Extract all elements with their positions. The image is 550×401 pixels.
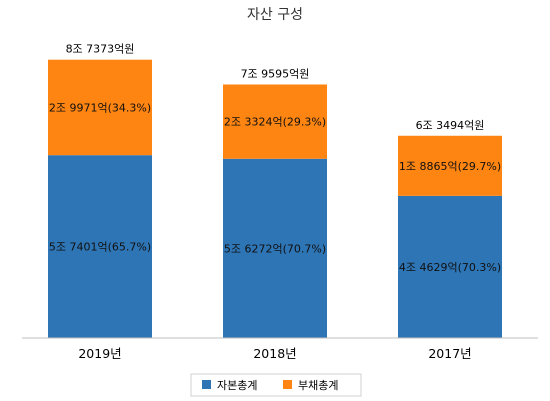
segment-label: 2조 9971억(34.3%)	[49, 101, 151, 114]
x-tick-label: 2019년	[78, 346, 121, 361]
legend-swatch-equity	[202, 380, 211, 389]
total-label: 8조 7373억원	[66, 43, 135, 56]
legend: 자본총계 부채총계	[202, 379, 338, 392]
total-label: 7조 9595억원	[241, 67, 310, 80]
bar-segment-equity-0	[48, 155, 152, 338]
bar-segment-equity-1	[223, 158, 327, 338]
segment-label: 4조 4629억(70.3%)	[399, 261, 501, 274]
bars-layer: 5조 7401억(65.7%) 2조 9971억(34.3%) 8조 7373억원 5…	[48, 43, 502, 338]
bar-segment-liabilities-1	[223, 84, 327, 159]
bar-segment-equity-2	[398, 195, 502, 338]
segment-label: 5조 6272억(70.7%)	[224, 242, 326, 255]
x-tick-label: 2017년	[428, 346, 471, 361]
legend-label: 부채총계	[298, 379, 338, 392]
segment-label: 1조 8865억(29.7%)	[399, 160, 501, 173]
legend-box	[190, 373, 362, 397]
bar-segment-liabilities-0	[48, 59, 152, 156]
legend-label: 자본총계	[217, 379, 257, 392]
segment-label: 5조 7401억(65.7%)	[49, 241, 151, 254]
legend-swatch-liabilities	[283, 380, 292, 389]
segment-label: 2조 3324억(29.3%)	[224, 116, 326, 129]
total-label: 6조 3494억원	[416, 119, 485, 132]
x-axis-ticks: 2019년 2018년 2017년	[78, 346, 471, 361]
bar-segment-liabilities-2	[398, 135, 502, 196]
chart-title: 자산 구성	[247, 7, 303, 23]
x-tick-label: 2018년	[253, 346, 296, 361]
